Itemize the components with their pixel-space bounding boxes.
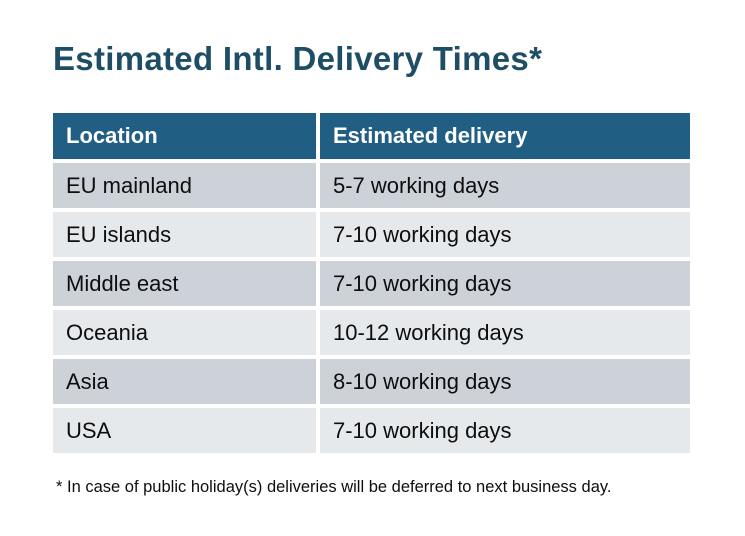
delivery-times-table: Location Estimated delivery EU mainland …: [53, 113, 690, 453]
table-cell-delivery: 10-12 working days: [320, 310, 690, 355]
table-cell-location: EU islands: [53, 212, 316, 257]
table-cell-location: EU mainland: [53, 163, 316, 208]
table-cell-location: Asia: [53, 359, 316, 404]
table-cell-location: Middle east: [53, 261, 316, 306]
column-header-estimated-delivery: Estimated delivery: [320, 113, 690, 159]
column-header-location: Location: [53, 113, 316, 159]
table-cell-delivery: 5-7 working days: [320, 163, 690, 208]
table-cell-delivery: 8-10 working days: [320, 359, 690, 404]
footnote: * In case of public holiday(s) deliverie…: [56, 478, 612, 496]
table-cell-delivery: 7-10 working days: [320, 261, 690, 306]
table-cell-location: Oceania: [53, 310, 316, 355]
table-cell-location: USA: [53, 408, 316, 453]
page-title: Estimated Intl. Delivery Times*: [53, 40, 543, 77]
table-cell-delivery: 7-10 working days: [320, 212, 690, 257]
table-cell-delivery: 7-10 working days: [320, 408, 690, 453]
